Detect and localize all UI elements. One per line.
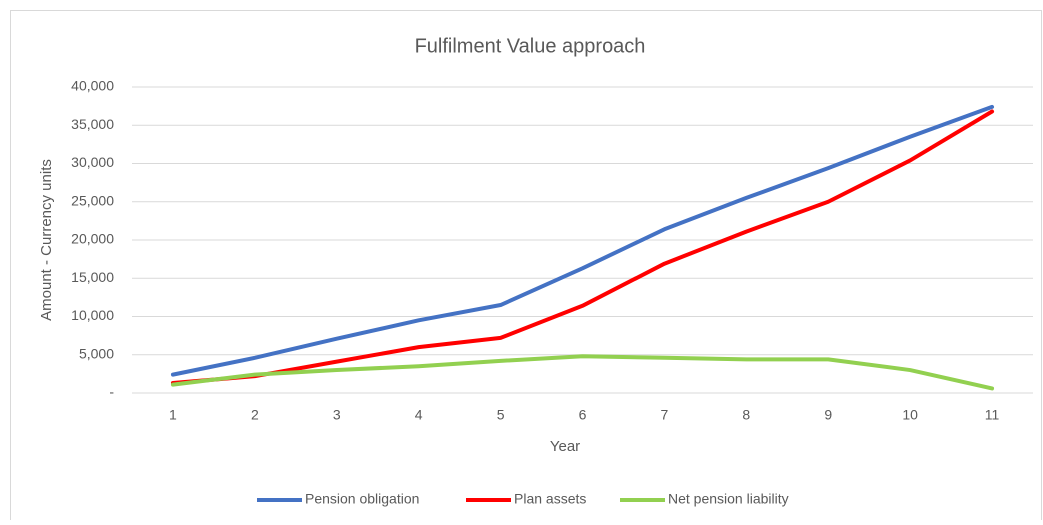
y-tick-label: 35,000 <box>71 116 114 132</box>
y-tick-label: 20,000 <box>71 231 114 247</box>
x-tick-label: 2 <box>251 407 259 423</box>
y-tick-label: 10,000 <box>71 307 114 323</box>
x-tick-label: 10 <box>902 407 918 423</box>
x-tick-label: 9 <box>824 407 832 423</box>
chart-border <box>10 10 1042 525</box>
y-axis-label: Amount - Currency units <box>38 159 55 321</box>
legend-label: Pension obligation <box>305 491 419 507</box>
x-tick-label: 1 <box>169 407 177 423</box>
y-tick-label: 5,000 <box>79 345 114 361</box>
x-tick-label: 3 <box>333 407 341 423</box>
x-tick-label: 7 <box>661 407 669 423</box>
legend-label: Net pension liability <box>668 491 789 507</box>
y-tick-label: 15,000 <box>71 269 114 285</box>
y-tick-label: - <box>109 384 114 400</box>
series-line <box>170 104 995 377</box>
y-tick-label: 30,000 <box>71 154 114 170</box>
x-axis-label: Year <box>550 438 580 455</box>
chart-title: Fulfilment Value approach <box>415 35 646 57</box>
series-line <box>170 109 995 386</box>
x-tick-label: 6 <box>579 407 587 423</box>
legend-label: Plan assets <box>514 491 586 507</box>
y-tick-label: 40,000 <box>71 78 114 94</box>
x-tick-label: 5 <box>497 407 505 423</box>
x-tick-label: 8 <box>742 407 750 423</box>
x-tick-label: 4 <box>415 407 423 423</box>
y-tick-label: 25,000 <box>71 192 114 208</box>
series-line <box>170 354 995 391</box>
x-tick-label: 11 <box>985 407 1000 423</box>
